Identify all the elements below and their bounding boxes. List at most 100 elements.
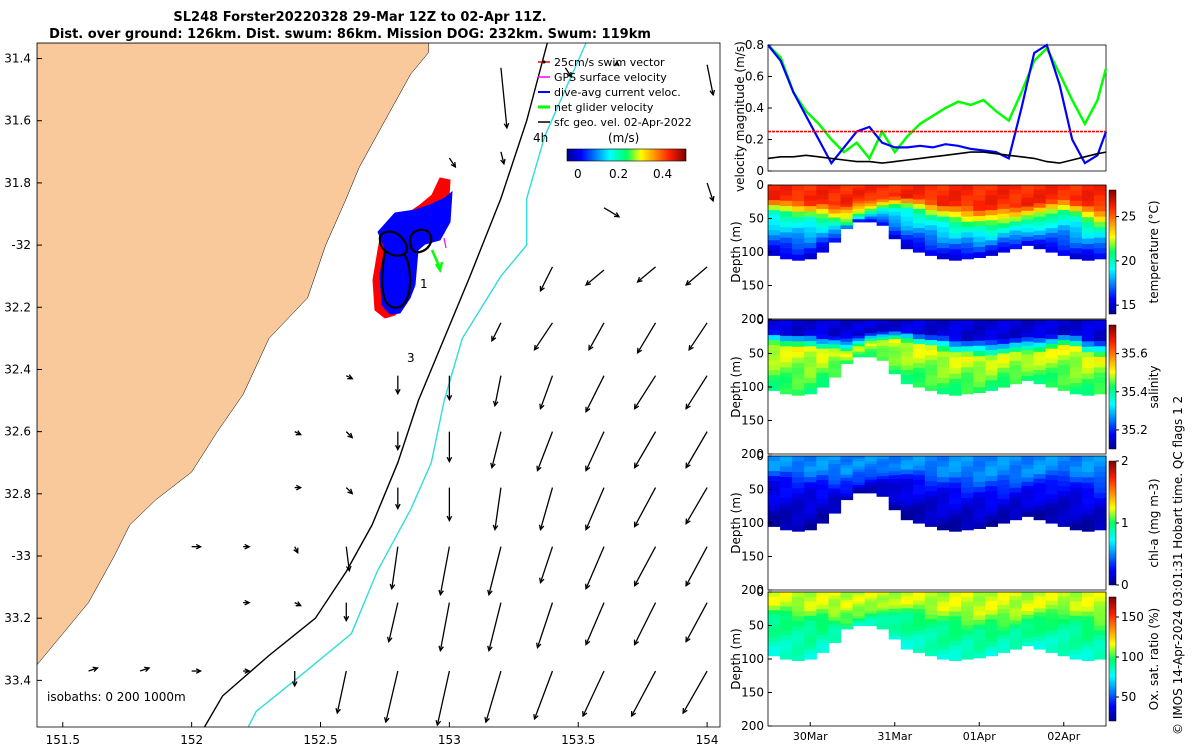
salinity-section-colorbar-tick-label: 35.2 xyxy=(1121,423,1148,437)
oxygen-section-cell xyxy=(792,601,805,608)
chlorophyll-section-cell xyxy=(792,472,805,479)
salinity-section-cell xyxy=(888,320,902,325)
oxygen-section-cell xyxy=(780,596,793,603)
salinity-section-cell xyxy=(828,344,842,350)
current-vector xyxy=(603,207,621,218)
chlorophyll-section-cell xyxy=(840,496,854,501)
oxygen-section-cell xyxy=(1093,635,1107,641)
oxygen-section-cell xyxy=(768,642,781,648)
oxygen-section-cell xyxy=(1069,596,1083,603)
current-vector xyxy=(585,546,605,591)
temperature-section-cell xyxy=(973,236,986,243)
chlorophyll-section-cell xyxy=(1033,487,1047,493)
chlorophyll-section-cell xyxy=(876,476,890,480)
current-vector-shaft xyxy=(585,431,605,471)
chlorophyll-section-cell xyxy=(1093,524,1107,531)
current-vector-shaft xyxy=(582,670,605,717)
chlorophyll-section-cell xyxy=(912,499,926,505)
oxygen-section-cell xyxy=(1045,592,1059,597)
chlorophyll-section-cell xyxy=(828,496,842,502)
current-vector-head xyxy=(536,642,542,649)
salinity-section-cell xyxy=(792,384,805,391)
oxygen-section-cell xyxy=(1093,654,1107,660)
salinity-section-cell xyxy=(912,353,926,359)
salinity-section-cell xyxy=(937,377,950,384)
oxygen-section-x-tick-label: 02Apr xyxy=(1047,730,1081,743)
temperature-section-cell xyxy=(828,205,842,210)
temperature-section-cell xyxy=(864,187,878,191)
oxygen-section-cell xyxy=(768,651,781,657)
oxygen-section-cell xyxy=(828,617,842,622)
chlorophyll-section-cell xyxy=(1021,512,1035,517)
oxygen-section-cell xyxy=(912,596,926,602)
current-vector-shaft xyxy=(491,322,502,342)
chlorophyll-section-cell xyxy=(924,466,938,472)
chlorophyll-section-cell xyxy=(961,524,974,531)
current-vector-head xyxy=(347,488,354,495)
chlorophyll-section-cell xyxy=(912,494,926,500)
chlorophyll-section-cell xyxy=(864,458,878,462)
chlorophyll-section-cell xyxy=(840,480,854,485)
chlorophyll-section-cell xyxy=(985,461,998,467)
current-vector xyxy=(685,266,708,286)
current-vector-shaft xyxy=(633,487,657,527)
oxygen-section-cell xyxy=(1021,599,1035,605)
current-vector xyxy=(588,322,605,352)
current-vector-shaft xyxy=(633,546,657,586)
chlorophyll-section-cell xyxy=(924,506,938,512)
oxygen-section-cell xyxy=(1033,644,1047,650)
oxygen-section-cell xyxy=(1093,615,1107,622)
oxygen-section-cell xyxy=(1069,630,1083,636)
salinity-section-cell xyxy=(840,335,854,340)
temperature-section-cell xyxy=(997,218,1011,224)
salinity-section-cell xyxy=(997,377,1011,383)
chlorophyll-section-cell xyxy=(1093,466,1107,473)
current-vector-shaft xyxy=(637,266,656,283)
oxygen-section-cell xyxy=(840,594,854,598)
chlorophyll-section-cell xyxy=(840,490,854,494)
chlorophyll-section-cell xyxy=(1033,474,1047,480)
current-vector-shaft xyxy=(585,269,605,286)
chlorophyll-section-cell xyxy=(1045,456,1059,462)
salinity-section-cell xyxy=(1021,358,1035,364)
current-vector xyxy=(585,431,605,472)
oxygen-section-cell xyxy=(1045,639,1059,645)
temperature-section-cell xyxy=(1045,247,1059,253)
chlorophyll-section-cell xyxy=(1021,464,1035,470)
oxygen-section-cell xyxy=(852,601,866,605)
salinity-section-cell xyxy=(1069,341,1083,347)
current-vector-head xyxy=(244,543,251,550)
temperature-section-cell xyxy=(1069,190,1083,197)
map-x-tick-label: 151.5 xyxy=(46,733,80,747)
salinity-section-cell xyxy=(1093,367,1107,374)
chlorophyll-section-cell xyxy=(1033,515,1047,521)
salinity-section-cell xyxy=(973,356,986,362)
oxygen-section-cell xyxy=(949,611,962,617)
temperature-section-cell xyxy=(828,225,842,231)
temperature-section-cell xyxy=(912,242,926,248)
salinity-section-y-tick-label: 100 xyxy=(741,380,764,394)
oxygen-section-cell xyxy=(912,592,926,597)
salinity-section-cell xyxy=(961,372,974,379)
salinity-section-cell xyxy=(997,334,1011,340)
oxygen-section-cell xyxy=(1069,625,1083,631)
chlorophyll-section-cell xyxy=(1057,471,1071,477)
chlorophyll-section-cell xyxy=(828,500,842,506)
oxygen-section-cell xyxy=(997,630,1011,636)
temperature-section-cell xyxy=(1033,230,1047,236)
chlorophyll-section-cell xyxy=(804,503,817,510)
temperature-section-cell xyxy=(924,245,938,251)
chlorophyll-section-cell xyxy=(780,492,793,499)
oxygen-section-cell xyxy=(1009,616,1023,622)
chlorophyll-section-cell xyxy=(876,456,890,460)
oxygen-section-cell xyxy=(1093,644,1107,650)
salinity-section-cell xyxy=(792,336,805,343)
chlorophyll-section-cell xyxy=(1021,481,1035,487)
temperature-section-cell xyxy=(973,221,986,227)
salinity-section-cell xyxy=(804,372,817,379)
current-vector-head xyxy=(195,668,203,674)
chlorophyll-section-cell xyxy=(949,498,962,505)
temperature-section-cell xyxy=(937,190,950,197)
day-marker-1: 1 xyxy=(420,277,428,291)
salinity-section-cell xyxy=(828,340,842,345)
